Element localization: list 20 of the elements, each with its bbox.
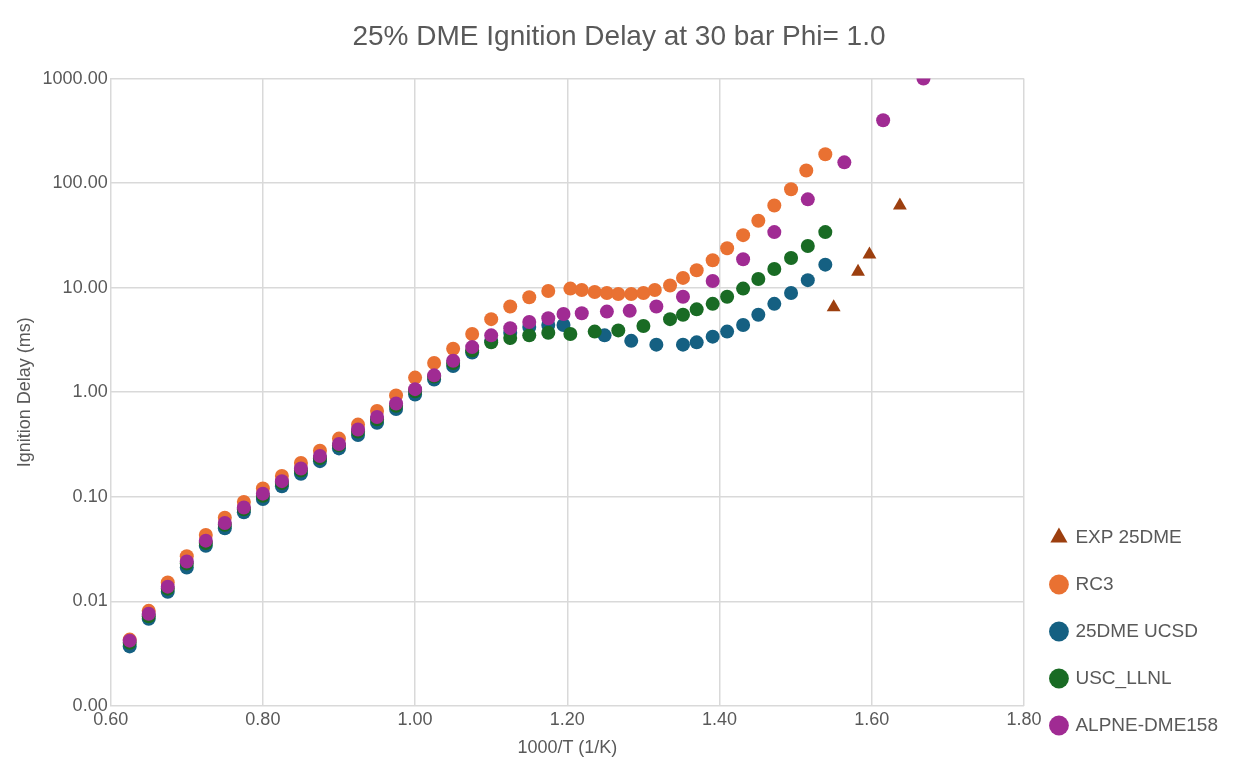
y-tick-label: 0.10 (72, 485, 108, 506)
y-tick-label: 10.00 (62, 276, 108, 297)
legend-label: RC3 (1075, 572, 1114, 594)
legend-label: 25DME UCSD (1075, 619, 1198, 641)
chart-title: 25% DME Ignition Delay at 30 bar Phi= 1.0 (352, 19, 886, 51)
y-tick-label: 1.00 (72, 381, 108, 402)
x-tick-label: 0.80 (245, 708, 281, 729)
y-tick-label: 0.01 (72, 590, 108, 611)
x-tick-label: 1.00 (397, 708, 433, 729)
y-axis-title: Ignition Delay (ms) (13, 317, 34, 468)
y-tick-label: 100.00 (52, 172, 108, 193)
x-tick-label: 1.80 (1006, 708, 1042, 729)
legend-label: EXP 25DME (1075, 525, 1182, 547)
y-tick-label: 1000.00 (42, 67, 108, 88)
legend-label: ALPNE-DME158 (1075, 713, 1219, 735)
x-axis-title: 1000/T (1/K) (517, 737, 618, 758)
legend-label: USC_LLNL (1075, 666, 1172, 689)
x-tick-label: 1.20 (549, 708, 585, 729)
x-tick-label: 1.60 (854, 708, 890, 729)
x-tick-label: 1.40 (701, 708, 738, 729)
